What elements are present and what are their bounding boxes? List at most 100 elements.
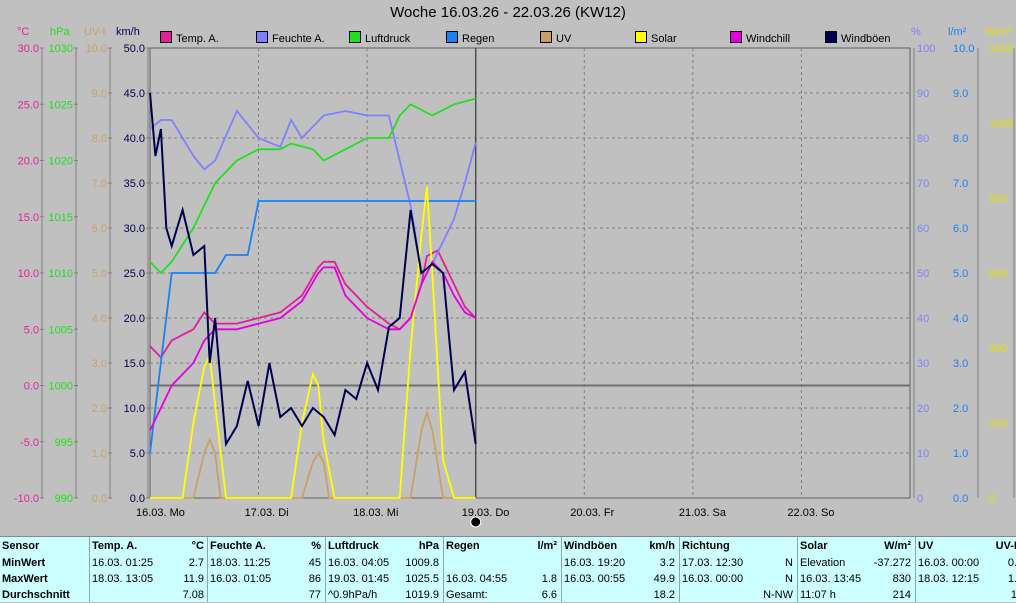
series-windben (149, 92, 477, 448)
stats-uv-max-time: 18.03. 12:15 (918, 573, 980, 585)
stats-press-min-time: 16.03. 04:05 (328, 557, 390, 569)
stats-uv-min: 0. (1007, 557, 1016, 569)
press-tick-label: 1020 (49, 156, 73, 168)
stats-press-col: Luftdruck hPa 16.03. 04:05 1009.8 19.03. 0… (325, 537, 443, 602)
legend-uv: UV (540, 31, 571, 45)
stats-temp-max: 11.9 (183, 573, 204, 585)
stats-dir-min: N (785, 557, 793, 569)
wind-tick-label: 10.0 (124, 403, 145, 415)
x-tick-label: 16.03. Mo (136, 507, 185, 519)
uv-tick-label: 3.0 (92, 358, 107, 370)
stats-temp-header: Temp. A. (92, 540, 138, 552)
stats-wind-max: 49.9 (653, 573, 675, 585)
solar-tick-label: 1200 (989, 43, 1013, 55)
stats-hum-header: Feuchte A. (210, 540, 266, 552)
stats-hum-max: 86 (308, 573, 321, 585)
press-tick-label: 1030 (49, 43, 73, 55)
stats-solar-col: Solar W/m² Elevation -37.272 16.03. 13:45 8… (797, 537, 915, 602)
stats-dir-max: N (785, 573, 793, 585)
stats-uv-header: UV (918, 540, 934, 552)
hum-tick-label: 80 (917, 133, 929, 145)
press-tick-label: 1015 (49, 212, 73, 224)
now-marker (470, 516, 482, 528)
legend-humidity: Feuchte A. (256, 31, 325, 45)
x-tick-label: 21.03. Sa (679, 507, 727, 519)
stats-solar-avg: 214 (892, 589, 911, 601)
solar-tick-label: 1000 (989, 118, 1013, 130)
stats-rain-max-time: 16.03. 04:55 (446, 573, 508, 585)
x-tick-label: 19.03. Do (462, 507, 510, 519)
hum-tick-label: 90 (917, 88, 929, 100)
solar-tick-label: 0 (989, 493, 995, 505)
stats-hum-unit: % (311, 540, 321, 552)
legend-solar: Solar (635, 31, 677, 45)
stats-uv-avg: 1 (1010, 589, 1016, 601)
stats-uv-min-time: 16.03. 00:00 (918, 557, 980, 569)
wind-tick-label: 40.0 (124, 133, 145, 145)
stats-max-label: MaxWert (2, 573, 48, 585)
uv-tick-label: 6.0 (92, 223, 107, 235)
stats-wind-min-time: 16.03. 19:20 (564, 557, 626, 569)
stats-wind-col: Windböen km/h 16.03. 19:20 3.2 16.03. 00:5… (561, 537, 679, 602)
rain-tick-label: 3.0 (953, 358, 968, 370)
temp-unit: °C (17, 26, 30, 38)
wind-tick-label: 5.0 (130, 448, 145, 460)
wind-tick-label: 0.0 (130, 493, 145, 505)
legend-gusts: Windböen (825, 31, 891, 45)
stats-dir-avg: N-NW (763, 589, 793, 601)
stats-dir-header: Richtung (682, 540, 730, 552)
temp-tick-label: 5.0 (24, 324, 39, 336)
uv-tick-label: 10.0 (86, 43, 107, 55)
uv-tick-label: 8.0 (92, 133, 107, 145)
stats-solar-max: 830 (892, 573, 911, 585)
solar-tick-label: 200 (989, 418, 1007, 430)
stats-press-max: 1025.5 (405, 573, 439, 585)
press-tick-label: 1025 (49, 99, 73, 111)
stats-rain-total-label: Gesamt: (446, 589, 488, 601)
rain-tick-label: 1.0 (953, 448, 968, 460)
stats-hum-col: Feuchte A.% 18.03. 11:25 45 16.03. 01:05 8… (207, 537, 325, 602)
stats-temp-col: Temp. A. °C 16.03. 01:25 2.7 18.03. 13:05 1… (89, 537, 208, 602)
hum-tick-label: 0 (917, 493, 923, 505)
stats-dir-min-time: 17.03. 12:30 (682, 557, 744, 569)
stats-min-label: MinWert (2, 557, 46, 569)
uv-tick-label: 5.0 (92, 268, 107, 280)
stats-rain-header: Regen (446, 540, 480, 552)
statistics-panel: Sensor MinWert MaxWert Durchschnitt Temp… (0, 536, 1016, 602)
stats-wind-unit: km/h (649, 540, 675, 552)
stats-solar-elev: -37.272 (873, 557, 911, 569)
series-feuchtea (149, 109, 477, 275)
stats-wind-min: 3.2 (659, 557, 675, 569)
uv-tick-label: 2.0 (92, 403, 107, 415)
x-tick-label: 17.03. Di (245, 507, 289, 519)
wind-tick-label: 45.0 (124, 88, 145, 100)
legend-rain: Regen (446, 31, 494, 45)
stats-temp-avg: 7.08 (182, 589, 204, 601)
stats-press-max-time: 19.03. 01:45 (328, 573, 390, 585)
stats-rain-total: 6.6 (541, 589, 557, 601)
stats-rain-unit: l/m² (537, 540, 557, 552)
stats-dir-col: Richtung 17.03. 12:30 N 16.03. 00:00 N N-N… (679, 537, 797, 602)
stats-hum-min-time: 18.03. 11:25 (210, 557, 271, 569)
rain-tick-label: 10.0 (953, 43, 974, 55)
uv-tick-label: 1.0 (92, 448, 107, 460)
chart-title: Woche 16.03.26 - 22.03.26 (KW12) (390, 4, 626, 21)
x-tick-label: 18.03. Mi (353, 507, 398, 519)
press-tick-label: 990 (55, 493, 73, 505)
stats-press-header: Luftdruck (328, 540, 379, 552)
temp-tick-label: 10.0 (18, 268, 39, 280)
wind-tick-label: 20.0 (124, 313, 145, 325)
rain-tick-label: 4.0 (953, 313, 968, 325)
stats-press-trend: ^0.9hPa/h (328, 589, 378, 601)
legend-pressure: Luftdruck (349, 31, 410, 45)
wind-tick-label: 15.0 (124, 358, 145, 370)
temp-tick-label: 0.0 (24, 381, 39, 393)
rain-unit: l/m² (948, 26, 967, 38)
rain-tick-label: 5.0 (953, 268, 968, 280)
wind-unit: km/h (116, 26, 140, 38)
stats-press-avg: 1019.9 (405, 589, 439, 601)
wind-tick-label: 30.0 (124, 223, 145, 235)
rain-tick-label: 7.0 (953, 178, 968, 190)
solar-tick-label: 800 (989, 193, 1007, 205)
stats-uv-max: 1. (1007, 573, 1016, 585)
